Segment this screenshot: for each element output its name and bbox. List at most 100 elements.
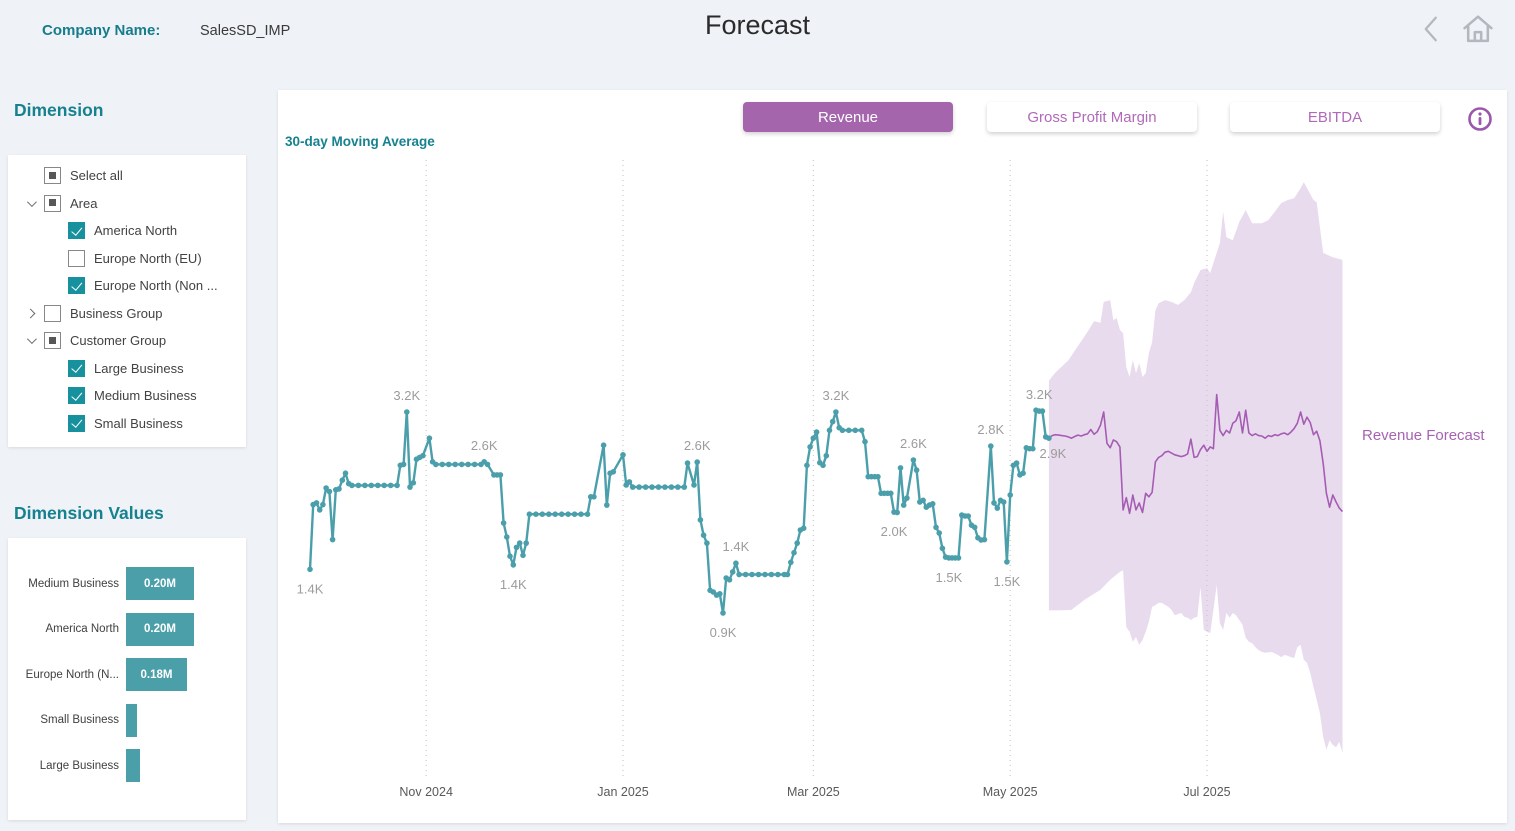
data-point-marker[interactable] [610, 469, 617, 475]
data-point-marker[interactable] [362, 482, 368, 489]
data-point-marker[interactable] [694, 459, 700, 465]
data-point-marker[interactable] [1004, 559, 1010, 565]
data-point-marker[interactable] [339, 477, 346, 484]
data-point-marker[interactable] [368, 482, 375, 489]
bar-row-large-business[interactable]: Large Business [8, 749, 246, 782]
data-point-marker[interactable] [342, 470, 349, 477]
bar-row-small-business[interactable]: Small Business [8, 703, 246, 737]
data-point-marker[interactable] [717, 591, 723, 597]
data-point-marker[interactable] [565, 511, 571, 517]
ebitda-tab-button[interactable]: EBITDA [1230, 102, 1440, 132]
data-point-marker[interactable] [336, 486, 342, 492]
data-point-marker[interactable] [316, 507, 323, 513]
data-point-marker[interactable] [971, 524, 978, 531]
data-point-marker[interactable] [326, 488, 333, 495]
data-point-marker[interactable] [404, 409, 410, 415]
data-point-marker[interactable] [736, 571, 742, 578]
data-point-marker[interactable] [862, 438, 868, 445]
data-point-marker[interactable] [642, 484, 649, 490]
data-point-marker[interactable] [439, 461, 446, 468]
data-point-marker[interactable] [407, 484, 413, 490]
data-point-marker[interactable] [571, 511, 578, 517]
data-point-marker[interactable] [920, 497, 926, 504]
data-point-marker[interactable] [636, 484, 642, 490]
data-point-marker[interactable] [775, 571, 781, 578]
data-point-marker[interactable] [988, 443, 994, 449]
bar-rect[interactable]: 0.20M [126, 612, 194, 646]
data-point-marker[interactable] [507, 553, 513, 559]
data-point-marker[interactable] [533, 511, 539, 517]
data-point-marker[interactable] [329, 536, 336, 543]
data-point-marker[interactable] [894, 509, 900, 516]
data-point-marker[interactable] [936, 530, 942, 536]
forecast-series-line[interactable] [1048, 393, 1344, 515]
data-point-marker[interactable] [465, 461, 471, 468]
tree-item-europe-north-eu[interactable]: Europe North (EU) [8, 245, 246, 273]
data-point-marker[interactable] [875, 473, 881, 480]
checkbox-checked[interactable] [68, 222, 85, 240]
data-point-marker[interactable] [1030, 445, 1036, 452]
data-point-marker[interactable] [546, 511, 552, 517]
checkbox-checked[interactable] [68, 277, 85, 295]
data-point-marker[interactable] [807, 444, 813, 450]
checkbox-partial[interactable] [44, 194, 61, 212]
data-point-marker[interactable] [833, 409, 839, 415]
data-point-marker[interactable] [471, 461, 478, 468]
data-point-marker[interactable] [526, 511, 533, 517]
tree-item-medium-business[interactable]: Medium Business [8, 382, 246, 410]
data-point-marker[interactable] [900, 502, 907, 508]
data-point-marker[interactable] [1039, 408, 1046, 414]
data-point-marker[interactable] [800, 525, 807, 531]
data-point-marker[interactable] [762, 571, 768, 578]
chevron-right-icon[interactable] [25, 308, 35, 319]
data-point-marker[interactable] [375, 482, 381, 489]
checkbox-partial[interactable] [44, 332, 61, 350]
data-point-marker[interactable] [820, 462, 826, 469]
data-point-marker[interactable] [791, 549, 797, 556]
data-point-marker[interactable] [933, 524, 939, 531]
data-point-marker[interactable] [420, 452, 426, 459]
data-point-marker[interactable] [523, 540, 529, 546]
data-point-marker[interactable] [1013, 460, 1020, 466]
tree-item-large-business[interactable]: Large Business [8, 355, 246, 383]
data-point-marker[interactable] [804, 462, 810, 469]
data-point-marker[interactable] [394, 482, 400, 489]
data-point-marker[interactable] [684, 460, 691, 466]
data-point-marker[interactable] [445, 461, 452, 468]
data-point-marker[interactable] [788, 559, 794, 566]
data-point-marker[interactable] [704, 540, 710, 546]
data-point-marker[interactable] [742, 571, 749, 578]
tree-item-america-north[interactable]: America North [8, 217, 246, 245]
checkbox-checked[interactable] [68, 359, 85, 377]
data-point-marker[interactable] [387, 482, 394, 489]
data-point-marker[interactable] [675, 484, 681, 490]
data-point-marker[interactable] [733, 560, 739, 566]
forecast-line-chart[interactable]: Nov 2024 Jan 2025 Mar 2025 May 2025 Jul 2025… [278, 155, 1507, 823]
data-point-marker[interactable] [691, 482, 697, 488]
tree-item-europe-north-non[interactable]: Europe North (Non ... [8, 272, 246, 300]
data-point-marker[interactable] [307, 566, 313, 573]
data-point-marker[interactable] [913, 467, 920, 473]
checkbox-partial[interactable] [44, 167, 61, 185]
data-point-marker[interactable] [500, 520, 507, 526]
data-point-marker[interactable] [400, 461, 407, 468]
data-point-marker[interactable] [504, 534, 510, 540]
gross-profit-margin-tab-button[interactable]: Gross Profit Margin [987, 102, 1197, 132]
data-point-marker[interactable] [726, 577, 733, 583]
tree-item-business-group[interactable]: Business Group [8, 300, 246, 328]
data-point-marker[interactable] [323, 485, 329, 491]
data-point-marker[interactable] [355, 482, 362, 489]
data-point-marker[interactable] [629, 484, 636, 490]
tree-item-select-all[interactable]: Select all [8, 162, 246, 190]
data-point-marker[interactable] [813, 429, 820, 435]
data-point-marker[interactable] [784, 571, 791, 578]
data-point-marker[interactable] [994, 505, 1001, 511]
data-point-marker[interactable] [1046, 435, 1052, 442]
data-point-marker[interactable] [939, 545, 946, 552]
data-point-marker[interactable] [794, 540, 800, 546]
data-point-marker[interactable] [826, 427, 833, 434]
data-point-marker[interactable] [426, 435, 433, 442]
data-point-marker[interactable] [452, 461, 458, 468]
data-point-marker[interactable] [584, 511, 591, 517]
data-point-marker[interactable] [965, 513, 971, 519]
